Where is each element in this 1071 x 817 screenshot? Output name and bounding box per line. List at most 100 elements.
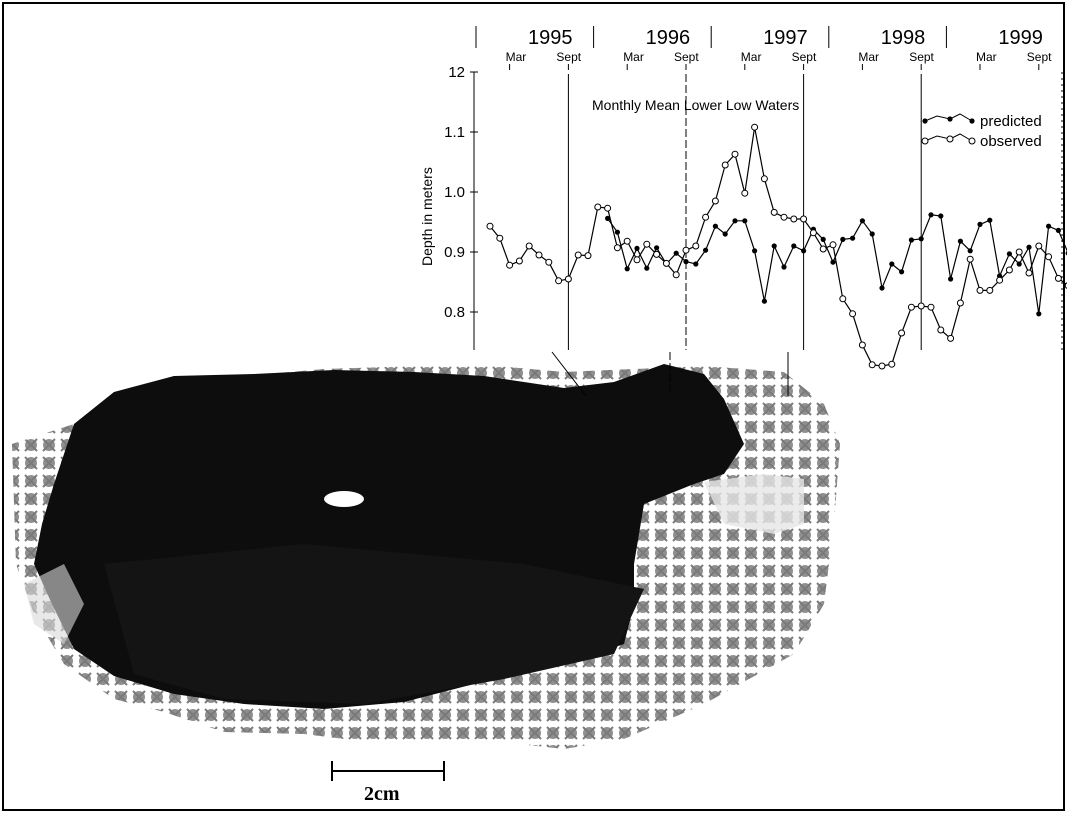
point-observed bbox=[800, 215, 808, 223]
point-predicted bbox=[634, 245, 640, 251]
connector-lines bbox=[551, 351, 789, 397]
legend-item-observed: observed bbox=[921, 133, 1042, 150]
point-predicted bbox=[987, 217, 993, 223]
point-observed bbox=[888, 360, 896, 368]
point-observed bbox=[574, 251, 582, 259]
point-observed bbox=[986, 286, 994, 294]
point-predicted bbox=[859, 218, 866, 224]
point-observed bbox=[741, 189, 749, 197]
point-predicted bbox=[771, 243, 777, 249]
series-line-predicted bbox=[607, 214, 1067, 314]
point-observed bbox=[907, 303, 915, 311]
point-predicted bbox=[820, 236, 826, 242]
point-predicted bbox=[1016, 261, 1022, 267]
point-observed bbox=[584, 252, 592, 260]
specimen-photo bbox=[12, 364, 840, 749]
point-predicted bbox=[712, 223, 719, 229]
point-predicted bbox=[654, 245, 660, 251]
point-observed bbox=[555, 277, 563, 285]
point-predicted bbox=[938, 213, 944, 219]
month-label: Mar bbox=[623, 50, 644, 64]
year-label: 1998 bbox=[881, 27, 926, 49]
legend-label: observed bbox=[980, 133, 1042, 150]
point-observed bbox=[623, 237, 631, 245]
point-predicted bbox=[605, 215, 611, 221]
point-predicted bbox=[703, 247, 709, 253]
point-observed bbox=[996, 276, 1004, 284]
specimen-dark-lower bbox=[104, 544, 644, 704]
point-observed bbox=[790, 215, 798, 223]
point-observed bbox=[672, 271, 680, 279]
point-observed bbox=[1025, 269, 1033, 277]
point-observed bbox=[947, 334, 955, 342]
point-observed bbox=[702, 213, 710, 221]
y-axis-label: Depth in meters bbox=[419, 167, 435, 266]
y-tick-label: 1.0 bbox=[444, 184, 465, 201]
point-predicted bbox=[801, 248, 807, 254]
point-predicted bbox=[889, 261, 895, 267]
point-predicted bbox=[967, 248, 973, 254]
point-observed bbox=[525, 242, 533, 250]
point-observed bbox=[662, 259, 670, 267]
point-observed bbox=[535, 251, 543, 259]
point-observed bbox=[868, 361, 876, 369]
point-observed bbox=[604, 204, 612, 212]
month-label: Mar bbox=[976, 50, 997, 64]
point-observed bbox=[731, 150, 739, 158]
year-label: 1995 bbox=[528, 27, 573, 49]
point-predicted bbox=[1055, 227, 1061, 233]
year-label: 1996 bbox=[646, 27, 691, 49]
point-predicted bbox=[840, 236, 846, 242]
point-predicted bbox=[742, 218, 748, 224]
point-predicted bbox=[791, 243, 797, 249]
point-observed bbox=[692, 242, 700, 250]
point-observed bbox=[515, 257, 523, 265]
legend-marker bbox=[921, 137, 929, 145]
month-label: Sept bbox=[674, 50, 699, 64]
chart-legend: predicted observed bbox=[921, 113, 1042, 150]
point-predicted bbox=[918, 236, 924, 242]
point-observed bbox=[760, 175, 768, 183]
point-observed bbox=[1015, 248, 1023, 256]
month-label: Mar bbox=[741, 50, 762, 64]
point-observed bbox=[496, 234, 504, 242]
point-predicted bbox=[830, 259, 836, 265]
point-observed bbox=[643, 240, 651, 248]
point-observed bbox=[849, 310, 857, 318]
legend-marker bbox=[968, 137, 976, 145]
point-predicted bbox=[1026, 244, 1032, 250]
point-observed bbox=[633, 256, 641, 264]
point-predicted bbox=[908, 237, 915, 243]
point-predicted bbox=[732, 218, 738, 224]
point-observed bbox=[1035, 242, 1043, 250]
specimen-hole bbox=[324, 491, 364, 507]
point-predicted bbox=[928, 212, 934, 218]
point-observed bbox=[829, 241, 837, 249]
month-label: Sept bbox=[1027, 50, 1052, 64]
point-observed bbox=[976, 286, 984, 294]
point-predicted bbox=[879, 285, 885, 291]
month-label: Sept bbox=[909, 50, 934, 64]
point-observed bbox=[564, 275, 572, 283]
legend-marker bbox=[922, 118, 928, 124]
point-predicted bbox=[722, 231, 728, 237]
month-label: Mar bbox=[858, 50, 879, 64]
point-predicted bbox=[850, 235, 856, 241]
point-predicted bbox=[644, 265, 650, 271]
point-observed bbox=[780, 213, 788, 221]
scale-bar: 2cm bbox=[331, 761, 445, 805]
point-predicted bbox=[1046, 223, 1052, 229]
point-predicted bbox=[1065, 250, 1067, 256]
point-predicted bbox=[673, 250, 679, 256]
point-observed bbox=[770, 208, 778, 216]
specimen-light-patch-2 bbox=[24, 564, 84, 644]
point-predicted bbox=[957, 238, 964, 244]
point-observed bbox=[809, 229, 817, 237]
chart-title: Monthly Mean Lower Low Waters bbox=[592, 97, 799, 113]
point-observed bbox=[682, 246, 690, 254]
point-predicted bbox=[761, 298, 768, 304]
point-observed bbox=[721, 161, 729, 169]
point-observed bbox=[613, 244, 621, 252]
